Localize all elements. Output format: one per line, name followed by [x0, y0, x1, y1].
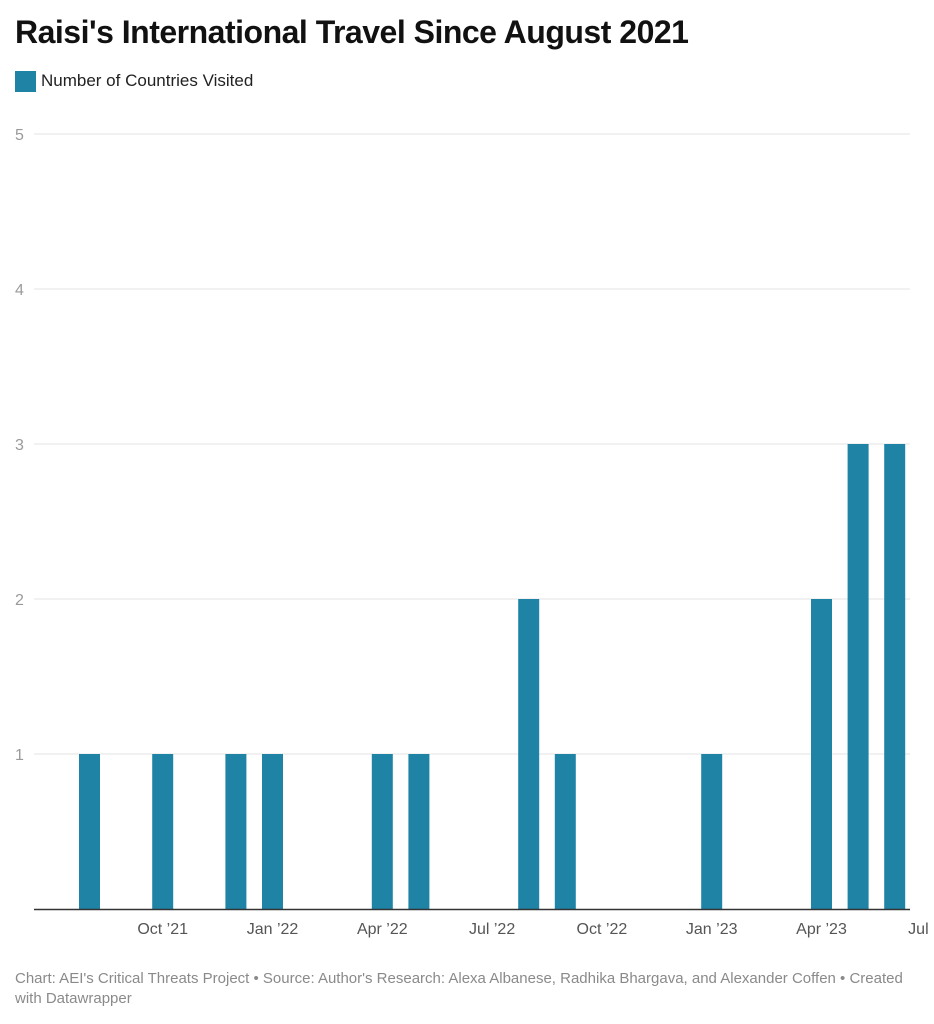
bar [371, 754, 393, 909]
x-tick-label: Jul ’22 [469, 921, 515, 938]
x-tick-label: Jan ’22 [247, 921, 299, 938]
y-axis-ticks: 1 2 3 4 5 [15, 127, 24, 764]
bar [518, 599, 540, 909]
y-tick-label: 1 [15, 747, 24, 764]
bars [79, 444, 906, 909]
bar [262, 754, 283, 909]
chart-title: Raisi's International Travel Since Augus… [15, 14, 689, 50]
bar [408, 754, 430, 909]
legend-swatch [15, 70, 36, 92]
y-tick-label: 4 [15, 282, 24, 299]
chart-footer: Chart: AEI's Critical Threats Project • … [15, 970, 903, 1007]
x-tick-label: Apr ’22 [357, 921, 408, 938]
bar [884, 444, 906, 909]
gridlines [34, 133, 910, 755]
y-tick-label: 3 [15, 437, 24, 454]
legend: Number of Countries Visited [15, 70, 253, 92]
x-tick-label: Oct ’22 [577, 921, 628, 938]
x-tick-label: Apr ’23 [796, 921, 847, 938]
y-tick-label: 2 [15, 592, 24, 609]
bar [847, 444, 869, 909]
x-axis-ticks: Oct ’21 Jan ’22 Apr ’22 Jul ’22 Oct ’22 Jan ’… [137, 921, 934, 938]
bar [225, 754, 247, 909]
x-tick-label: Oct ’21 [137, 921, 188, 938]
x-tick-label: Jan ’23 [686, 921, 738, 938]
x-tick-label: Jul ’23 [908, 921, 934, 938]
bar [152, 754, 174, 909]
bar [554, 754, 576, 909]
y-tick-label: 5 [15, 127, 24, 144]
bar [811, 599, 832, 909]
legend-label: Number of Countries Visited [41, 71, 254, 90]
bar [79, 754, 100, 909]
bar [701, 754, 723, 909]
